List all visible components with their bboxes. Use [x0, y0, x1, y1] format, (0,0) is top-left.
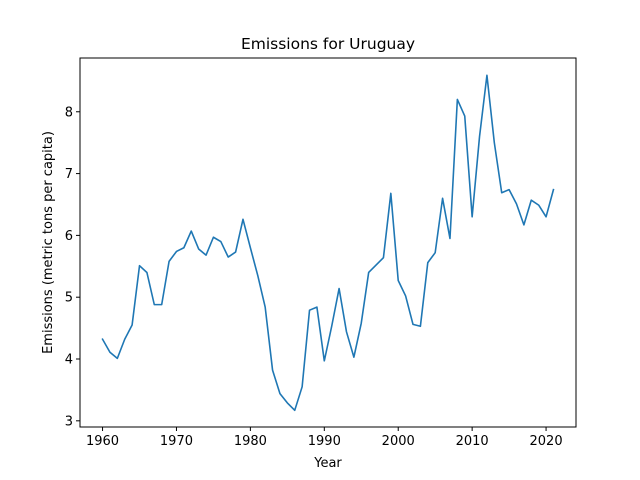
x-tick-label: 1970	[160, 434, 193, 449]
x-axis-label: Year	[313, 456, 342, 471]
y-tick-label: 5	[65, 291, 73, 306]
y-axis-label: Emissions (metric tons per capita)	[41, 131, 56, 354]
x-tick-label: 1960	[86, 434, 119, 449]
y-tick-label: 8	[65, 105, 73, 120]
y-tick-label: 6	[65, 229, 73, 244]
x-tick-label: 2010	[456, 434, 489, 449]
x-tick-label: 1990	[308, 434, 341, 449]
x-tick-label: 2020	[530, 434, 563, 449]
y-tick-label: 3	[65, 414, 73, 429]
chart-title: Emissions for Uruguay	[241, 35, 415, 53]
y-tick-label: 7	[65, 167, 73, 182]
plot-frame	[79, 57, 577, 428]
series-line	[101, 74, 555, 412]
x-tick-label: 2000	[382, 434, 415, 449]
x-tick-label: 1980	[234, 434, 267, 449]
x-axis: 1960 1970 1980 1990 2000 2010 2020	[86, 427, 563, 449]
plot-area	[101, 74, 555, 412]
y-tick-label: 4	[65, 353, 73, 368]
y-axis: 3 4 5 6 7 8	[65, 105, 80, 429]
